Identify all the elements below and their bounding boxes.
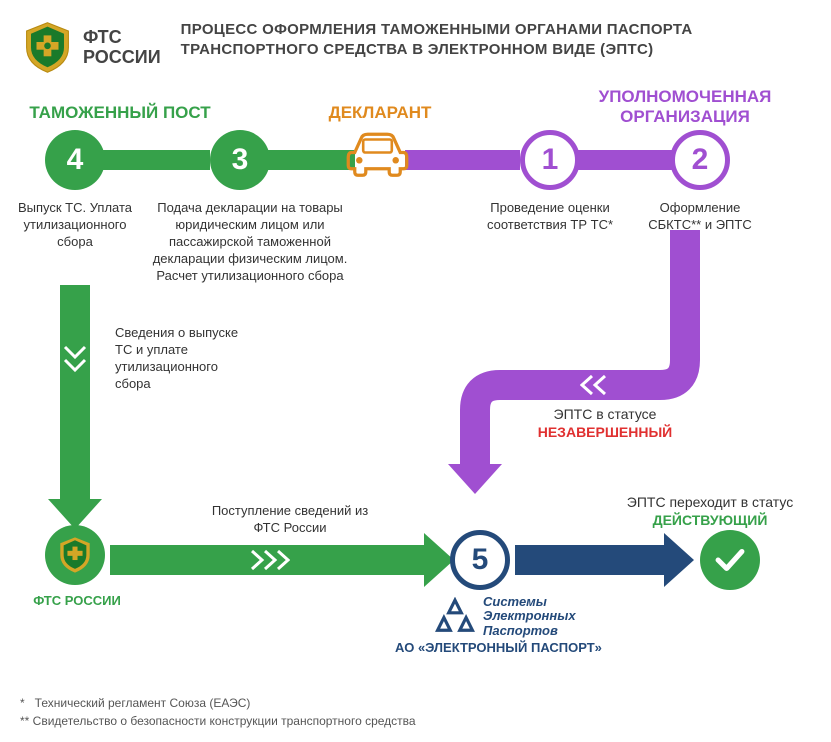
desc-1: Проведение оценки соответствия ТР ТС* (475, 200, 625, 234)
checkmark-icon (713, 543, 747, 577)
status-incomplete: ЭПТС в статусе НЕЗАВЕРШЕННЫЙ (525, 405, 685, 441)
label-customs-post: ТАМОЖЕННЫЙ ПОСТ (20, 103, 220, 123)
org-line1: ФТС (83, 28, 161, 48)
bar-1-2 (575, 150, 675, 170)
arrow-purple-elbow (445, 230, 735, 500)
arrow-4-down (60, 285, 90, 505)
arrow-5-check (515, 545, 670, 575)
node-4: 4 (45, 130, 105, 190)
ao-label: АО «ЭЛЕКТРОННЫЙ ПАСПОРТ» (395, 640, 602, 655)
arrow-5-check-head (664, 533, 694, 587)
chevrons-left-icon (580, 374, 618, 396)
org-line2: РОССИИ (83, 48, 161, 68)
footnotes: * Технический регламент Союза (ЕАЭС) ** … (20, 694, 416, 730)
node-5: 5 (450, 530, 510, 590)
node-2: 2 (670, 130, 730, 190)
desc-3: Подача декларации на товары юридическим … (145, 200, 355, 284)
label-declarant: ДЕКЛАРАНТ (310, 103, 450, 123)
footnote-2: ** Свидетельство о безопасности конструк… (20, 712, 416, 730)
node-3: 3 (210, 130, 270, 190)
car-icon (345, 125, 410, 180)
label-auth-org: УПОЛНОМОЧЕННАЯ ОРГАНИЗАЦИЯ (560, 87, 810, 127)
header: ФТС РОССИИ ПРОЦЕСС ОФОРМЛЕНИЯ ТАМОЖЕННЫМ… (0, 0, 831, 85)
label-fts-info: Поступление сведений из ФТС России (200, 503, 380, 537)
label-info-release: Сведения о выпуске ТС и уплате утилизаци… (115, 325, 245, 393)
node-1: 1 (520, 130, 580, 190)
checkmark-circle (700, 530, 760, 590)
org-name: ФТС РОССИИ (83, 28, 161, 68)
diagram-canvas: ТАМОЖЕННЫЙ ПОСТ ДЕКЛАРАНТ УПОЛНОМОЧЕННАЯ… (0, 85, 831, 645)
bar-car-1 (405, 150, 520, 170)
bar-3-car (260, 150, 355, 170)
page-title: ПРОЦЕСС ОФОРМЛЕНИЯ ТАМОЖЕННЫМИ ОРГАНАМИ … (181, 20, 811, 59)
desc-4: Выпуск ТС. Уплата утилизационного сбора (5, 200, 145, 251)
status-active: ЭПТС переходит в статус ДЕЙСТВУЮЩИЙ (610, 493, 810, 529)
fts-small-emblem-icon (54, 534, 96, 576)
sys-text: Системы Электронных Паспортов (483, 595, 576, 638)
chevron-down-icon (63, 345, 87, 390)
sys-logo: Системы Электронных Паспортов (435, 595, 576, 638)
fts-emblem-icon (20, 20, 75, 75)
bar-4-3 (95, 150, 210, 170)
triangle-logo-icon (435, 597, 475, 635)
fts-label: ФТС РОССИИ (32, 593, 122, 610)
footnote-1: * Технический регламент Союза (ЕАЭС) (20, 694, 416, 712)
chevrons-right-icon (250, 549, 290, 571)
fts-circle (45, 525, 105, 585)
logo-block: ФТС РОССИИ (20, 20, 161, 75)
desc-2: Оформление СБКТС** и ЭПТС (635, 200, 765, 234)
